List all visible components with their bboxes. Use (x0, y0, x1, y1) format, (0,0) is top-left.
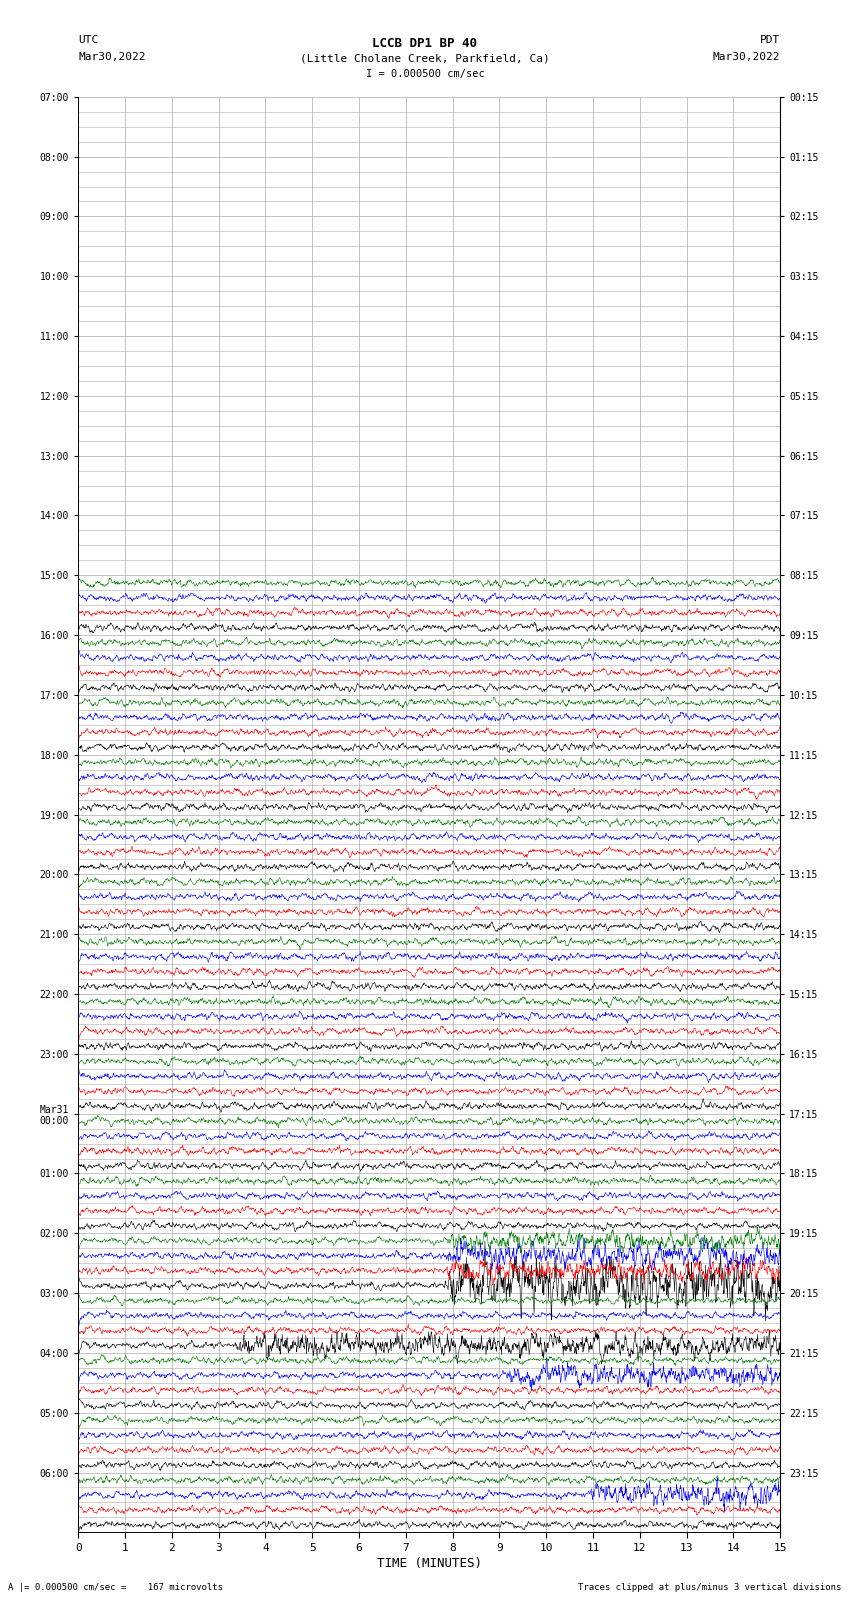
Text: Mar30,2022: Mar30,2022 (713, 52, 780, 61)
Text: Mar30,2022: Mar30,2022 (78, 52, 145, 61)
Text: (Little Cholane Creek, Parkfield, Ca): (Little Cholane Creek, Parkfield, Ca) (300, 53, 550, 63)
X-axis label: TIME (MINUTES): TIME (MINUTES) (377, 1557, 482, 1569)
Text: LCCB DP1 BP 40: LCCB DP1 BP 40 (372, 37, 478, 50)
Text: A |= 0.000500 cm/sec =    167 microvolts: A |= 0.000500 cm/sec = 167 microvolts (8, 1582, 224, 1592)
Text: I = 0.000500 cm/sec: I = 0.000500 cm/sec (366, 69, 484, 79)
Text: UTC: UTC (78, 35, 99, 45)
Text: Traces clipped at plus/minus 3 vertical divisions: Traces clipped at plus/minus 3 vertical … (578, 1582, 842, 1592)
Text: PDT: PDT (760, 35, 780, 45)
